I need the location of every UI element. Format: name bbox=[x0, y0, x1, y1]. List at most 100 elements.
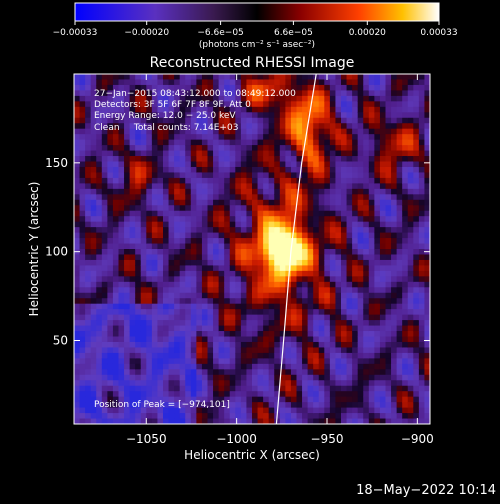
heatmap-cell bbox=[118, 380, 125, 387]
heatmap-cell bbox=[252, 95, 259, 102]
heatmap-cell bbox=[112, 380, 120, 387]
heatmap-cell bbox=[407, 358, 414, 365]
heatmap-cell bbox=[151, 292, 159, 299]
heatmap-cell bbox=[79, 216, 86, 223]
heatmap-cell bbox=[252, 385, 259, 392]
heatmap-cell bbox=[285, 216, 292, 223]
heatmap-cell bbox=[140, 287, 147, 294]
heatmap-cell bbox=[124, 199, 131, 206]
heatmap-cell bbox=[235, 358, 242, 365]
heatmap-cell bbox=[168, 134, 175, 141]
heatmap-cell bbox=[413, 320, 420, 327]
heatmap-cell bbox=[363, 227, 370, 234]
heatmap-cell bbox=[174, 331, 181, 338]
heatmap-cell bbox=[135, 369, 142, 376]
heatmap-cell bbox=[140, 265, 147, 272]
heatmap-cell bbox=[307, 166, 314, 174]
heatmap-cell bbox=[112, 205, 120, 212]
heatmap-cell bbox=[363, 101, 370, 108]
heatmap-cell bbox=[185, 352, 192, 359]
heatmap-cell bbox=[407, 276, 414, 283]
heatmap-cell bbox=[157, 139, 164, 146]
heatmap-cell bbox=[240, 117, 248, 124]
heatmap-cell bbox=[418, 150, 426, 157]
heatmap-cell bbox=[146, 259, 153, 267]
heatmap-cell bbox=[268, 145, 275, 152]
heatmap-cell bbox=[79, 112, 86, 119]
heatmap-cell bbox=[112, 413, 120, 420]
heatmap-cell bbox=[385, 221, 392, 228]
heatmap-cell bbox=[246, 188, 253, 195]
heatmap-cell bbox=[263, 216, 270, 223]
heatmap-cell bbox=[96, 341, 103, 349]
heatmap-cell bbox=[357, 128, 364, 135]
heatmap-cell bbox=[268, 183, 275, 190]
heatmap-cell bbox=[74, 298, 81, 305]
heatmap-cell bbox=[391, 391, 398, 398]
heatmap-cell bbox=[179, 243, 186, 250]
heatmap-cell bbox=[101, 276, 108, 283]
heatmap-cell bbox=[257, 161, 264, 168]
heatmap-cell bbox=[418, 123, 426, 130]
heatmap-cell bbox=[290, 276, 298, 283]
heatmap-cell bbox=[290, 249, 298, 256]
heatmap-cell bbox=[252, 74, 259, 81]
heatmap-cell bbox=[313, 188, 320, 195]
heatmap-cell bbox=[279, 183, 286, 190]
heatmap-cell bbox=[201, 199, 209, 206]
heatmap-cell bbox=[363, 84, 370, 92]
heatmap-cell bbox=[179, 177, 186, 184]
heatmap-cell bbox=[290, 188, 298, 195]
heatmap-cell bbox=[151, 341, 159, 349]
heatmap-cell bbox=[263, 418, 270, 424]
heatmap-cell bbox=[413, 369, 420, 376]
heatmap-cell bbox=[129, 281, 136, 288]
heatmap-cell bbox=[257, 276, 264, 283]
heatmap-cell bbox=[74, 374, 81, 381]
heatmap-cell bbox=[352, 150, 359, 157]
heatmap-cell bbox=[296, 112, 303, 119]
heatmap-cell bbox=[146, 407, 153, 414]
heatmap-cell bbox=[118, 385, 125, 392]
heatmap-cell bbox=[201, 249, 209, 256]
heatmap-cell bbox=[329, 325, 337, 332]
heatmap-cell bbox=[96, 106, 103, 113]
heatmap-cell bbox=[218, 303, 225, 310]
heatmap-cell bbox=[107, 210, 114, 217]
heatmap-cell bbox=[240, 380, 248, 387]
heatmap-cell bbox=[396, 150, 403, 157]
heatmap-cell bbox=[168, 79, 175, 86]
heatmap-cell bbox=[163, 177, 170, 184]
heatmap-cell bbox=[151, 172, 159, 179]
heatmap-cell bbox=[285, 90, 292, 97]
heatmap-cell bbox=[190, 309, 197, 316]
heatmap-cell bbox=[85, 314, 92, 321]
heatmap-cell bbox=[185, 385, 192, 392]
heatmap-cell bbox=[290, 166, 298, 174]
heatmap-cell bbox=[263, 287, 270, 294]
heatmap-cell bbox=[418, 270, 426, 277]
heatmap-cell bbox=[279, 95, 286, 102]
heatmap-cell bbox=[418, 128, 426, 135]
heatmap-cell bbox=[112, 90, 120, 97]
heatmap-cell bbox=[163, 172, 170, 179]
heatmap-cell bbox=[207, 287, 214, 294]
heatmap-cell bbox=[341, 205, 348, 212]
heatmap-cell bbox=[246, 270, 253, 277]
heatmap-cell bbox=[285, 210, 292, 217]
heatmap-cell bbox=[201, 79, 209, 86]
heatmap-cell bbox=[74, 128, 81, 135]
heatmap-cell bbox=[335, 391, 342, 398]
heatmap-cell bbox=[246, 74, 253, 81]
heatmap-cell bbox=[190, 90, 197, 97]
heatmap-cell bbox=[240, 254, 248, 261]
heatmap-cell bbox=[263, 298, 270, 305]
heatmap-cell bbox=[146, 183, 153, 190]
heatmap-cell bbox=[357, 407, 364, 414]
heatmap-cell bbox=[413, 128, 420, 135]
heatmap-cell bbox=[385, 210, 392, 217]
heatmap-cell bbox=[190, 123, 197, 130]
heatmap-cell bbox=[224, 341, 231, 349]
heatmap-cell bbox=[201, 320, 209, 327]
heatmap-cell bbox=[313, 331, 320, 338]
